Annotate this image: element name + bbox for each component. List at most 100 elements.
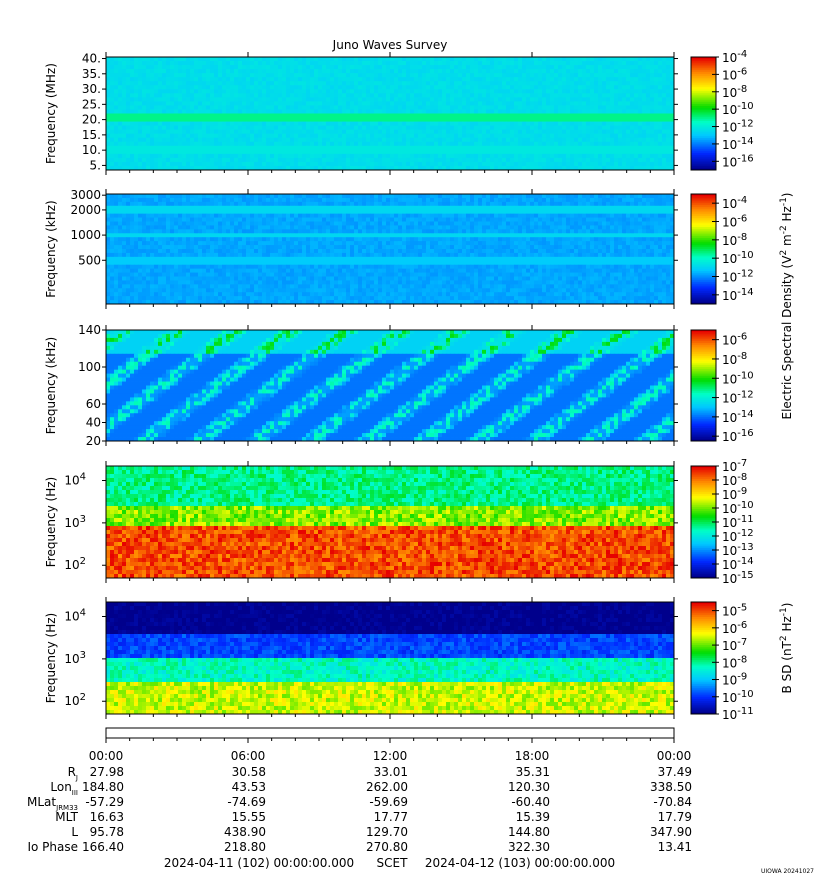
heatmap-cell — [346, 65, 350, 69]
heatmap-cell — [222, 105, 226, 109]
heatmap-cell — [354, 93, 358, 97]
heatmap-cell — [194, 89, 198, 93]
heatmap-cell — [190, 114, 194, 118]
heatmap-cell — [170, 109, 174, 113]
heatmap-cell — [542, 81, 546, 85]
heatmap-cell — [134, 101, 138, 105]
heatmap-cell — [242, 89, 246, 93]
heatmap-cell — [370, 65, 374, 69]
heatmap-cell — [478, 109, 482, 113]
heatmap-cell — [422, 81, 426, 85]
heatmap-cell — [194, 101, 198, 105]
heatmap-cell — [642, 73, 646, 77]
heatmap-cell — [210, 89, 214, 93]
heatmap-cell — [310, 109, 314, 113]
heatmap-cell — [242, 65, 246, 69]
heatmap-cell — [354, 73, 358, 77]
heatmap-cell — [530, 61, 534, 65]
heatmap-cell — [202, 85, 206, 89]
heatmap-cell — [578, 61, 582, 65]
heatmap-cell — [514, 69, 518, 73]
heatmap-cell — [618, 97, 622, 101]
heatmap-cell — [158, 89, 162, 93]
heatmap-cell — [658, 85, 662, 89]
heatmap-cell — [118, 61, 122, 65]
heatmap-cell — [250, 93, 254, 97]
heatmap-cell — [518, 81, 522, 85]
heatmap-cell — [610, 89, 614, 93]
heatmap-cell — [502, 101, 506, 105]
heatmap-cell — [370, 77, 374, 81]
heatmap-cell — [226, 77, 230, 81]
heatmap-cell — [470, 73, 474, 77]
heatmap-cell — [522, 69, 526, 73]
heatmap-cell — [542, 105, 546, 109]
heatmap-cell — [382, 65, 386, 69]
heatmap-cell — [598, 97, 602, 101]
heatmap-cell — [570, 73, 574, 77]
heatmap-cell — [154, 89, 158, 93]
heatmap-cell — [458, 93, 462, 97]
heatmap-cell — [398, 105, 402, 109]
heatmap-cell — [150, 61, 154, 65]
heatmap-cell — [250, 89, 254, 93]
heatmap-cell — [366, 65, 370, 69]
heatmap-cell — [186, 85, 190, 89]
heatmap-cell — [630, 69, 634, 73]
heatmap-cell — [382, 101, 386, 105]
heatmap-cell — [166, 73, 170, 77]
heatmap-cell — [298, 85, 302, 89]
heatmap-cell — [262, 105, 266, 109]
heatmap-cell — [538, 81, 542, 85]
heatmap-cell — [246, 109, 250, 113]
heatmap-cell — [386, 89, 390, 93]
heatmap-cell — [314, 105, 318, 109]
heatmap-cell — [374, 73, 378, 77]
heatmap-cell — [582, 69, 586, 73]
panel-1: 40.35.30.25.20.15.10.5.Frequency (MHz)10… — [44, 49, 754, 175]
heatmap-cell — [254, 93, 258, 97]
heatmap-cell — [638, 61, 642, 65]
heatmap-cell — [566, 89, 570, 93]
heatmap-cell — [506, 81, 510, 85]
heatmap-cell — [134, 97, 138, 101]
heatmap-cell — [362, 73, 366, 77]
heatmap-cell — [630, 105, 634, 109]
heatmap-cell — [474, 105, 478, 109]
heatmap-cell — [298, 65, 302, 69]
heatmap-cell — [206, 73, 210, 77]
heatmap-cell — [174, 77, 178, 81]
heatmap-cell — [250, 65, 254, 69]
heatmap-cell — [594, 89, 598, 93]
heatmap-cell — [562, 61, 566, 65]
heatmap-cell — [514, 65, 518, 69]
heatmap-cell — [562, 109, 566, 113]
heatmap-cell — [186, 81, 190, 85]
heatmap-cell — [630, 89, 634, 93]
heatmap-cell — [314, 97, 318, 101]
heatmap-cell — [374, 105, 378, 109]
heatmap-cell — [262, 57, 266, 61]
heatmap-cell — [254, 65, 258, 69]
heatmap-cell — [446, 97, 450, 101]
heatmap-cell — [290, 61, 294, 65]
heatmap-cell — [146, 109, 150, 113]
heatmap-cell — [414, 105, 418, 109]
heatmap-cell — [182, 73, 186, 77]
heatmap-cell — [430, 97, 434, 101]
heatmap-cell — [182, 105, 186, 109]
heatmap-cell — [182, 101, 186, 105]
heatmap-cell — [666, 69, 670, 73]
heatmap-cell — [650, 69, 654, 73]
heatmap-cell — [514, 61, 518, 65]
heatmap-cell — [114, 61, 118, 65]
heatmap-cell — [570, 109, 574, 113]
heatmap-cell — [334, 73, 338, 77]
heatmap-cell — [462, 105, 466, 109]
heatmap-cell — [422, 73, 426, 77]
heatmap-cell — [418, 69, 422, 73]
heatmap-cell — [622, 81, 626, 85]
heatmap-cell — [158, 105, 162, 109]
heatmap-cell — [246, 65, 250, 69]
heatmap-cell — [578, 65, 582, 69]
